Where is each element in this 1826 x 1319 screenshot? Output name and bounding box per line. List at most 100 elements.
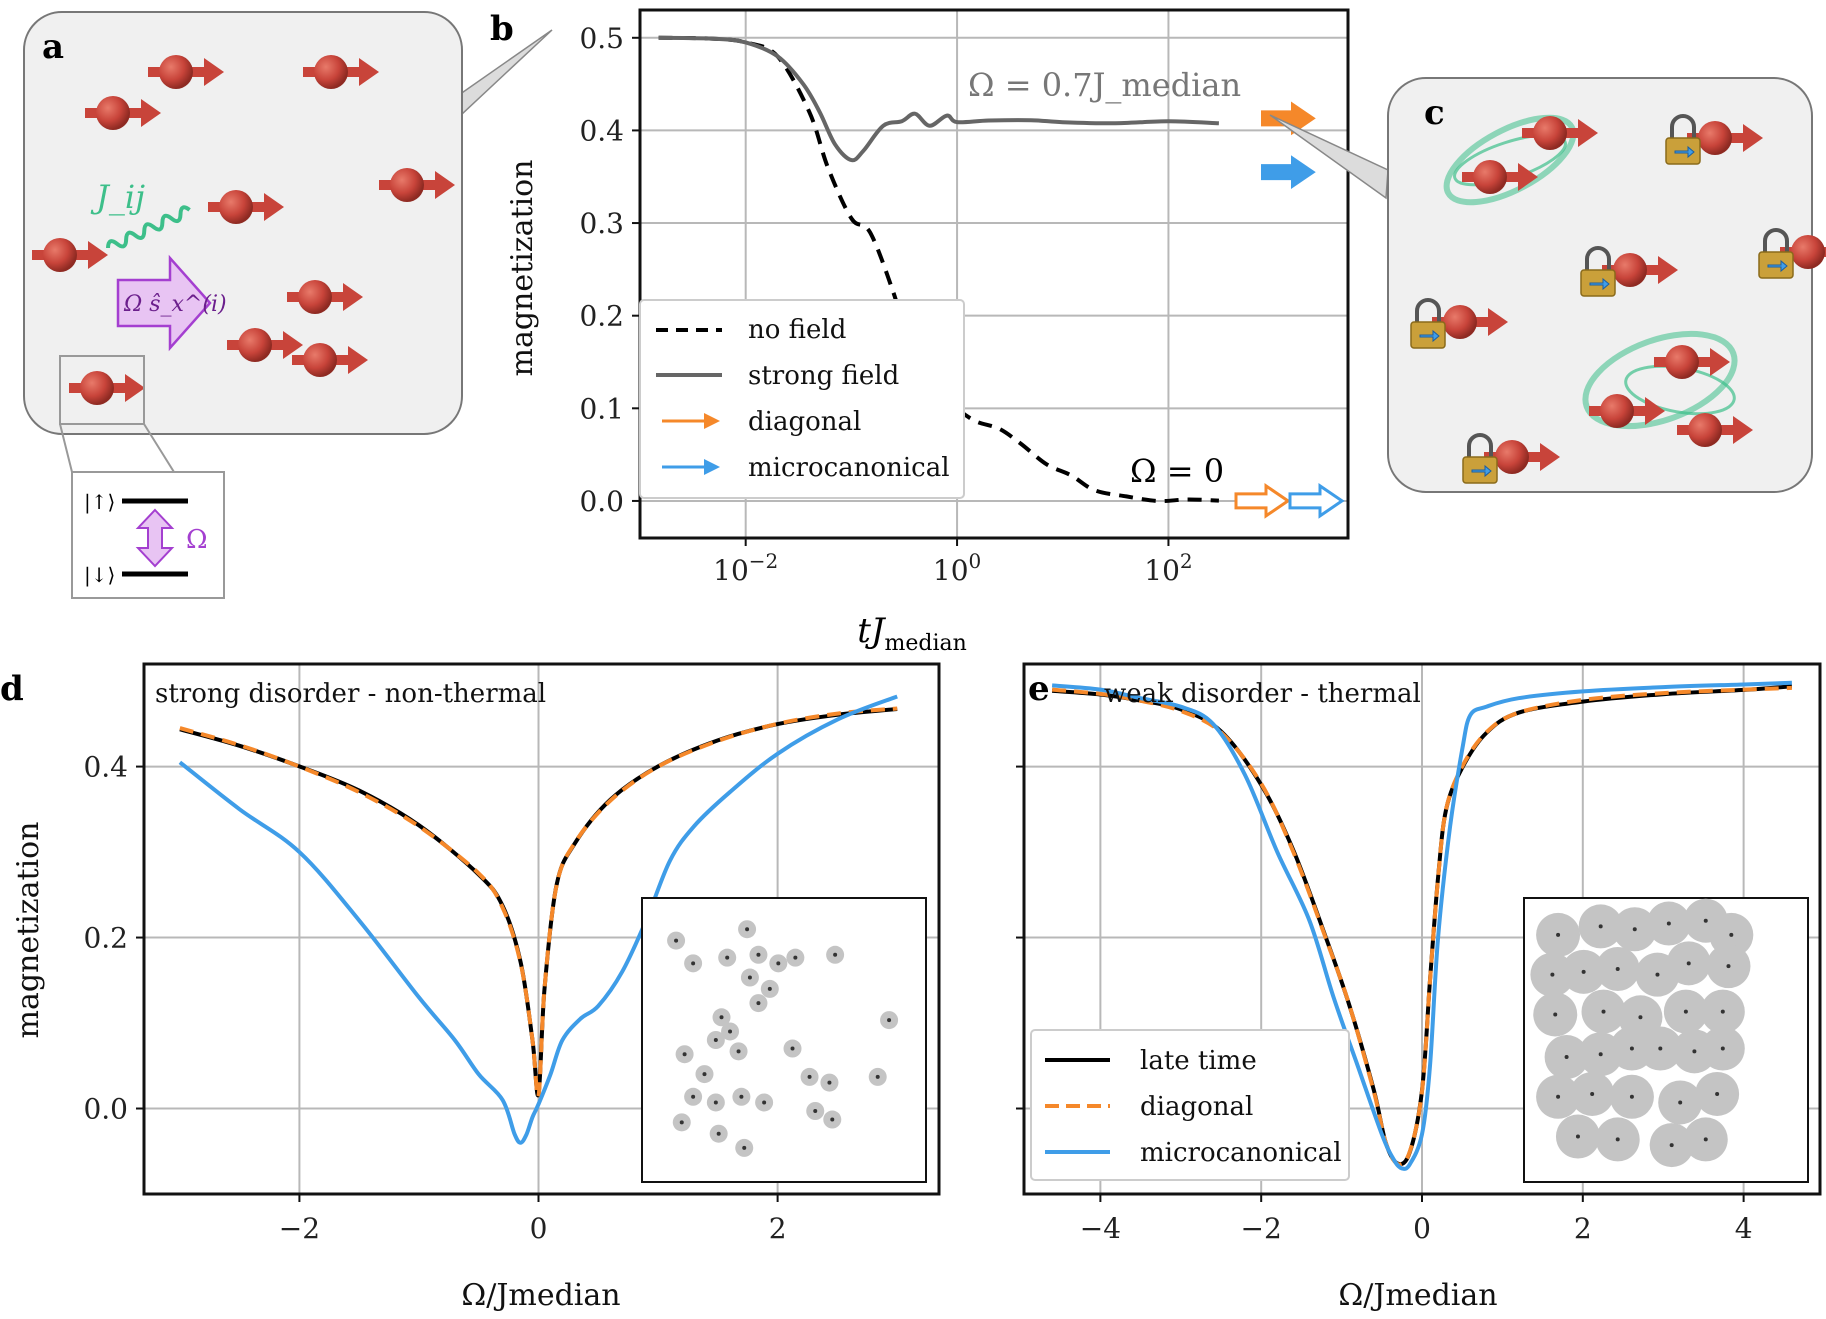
inset-site-center (1686, 961, 1691, 966)
inset-site-center (830, 1117, 835, 1122)
double-arrow-icon (135, 508, 175, 568)
x-axis-label: tJmedian (857, 611, 967, 656)
inset-site-center (691, 1094, 696, 1099)
legend-diagonal: diagonal (1140, 1092, 1253, 1122)
zoom-wedge (1269, 114, 1389, 200)
equilibrium-arrows (1234, 101, 1345, 519)
y-tick-label: 0.2 (83, 922, 128, 955)
plot-frame (142, 662, 941, 1196)
inset-site-center (756, 1001, 761, 1006)
arrow-diagonal-zero (1234, 483, 1291, 519)
legend-swatch-microcanonical (662, 459, 720, 475)
arrow-microcanonical-strong (1261, 155, 1316, 189)
inset-site-center (1601, 1009, 1606, 1014)
cluster (1582, 330, 1753, 447)
inset-site-center (716, 1131, 721, 1136)
cluster (1443, 114, 1598, 206)
inset-site-center (1556, 932, 1561, 937)
axis-ticks: −4 −2 0 2 4 (1016, 765, 1753, 1245)
inset-site-center (790, 1046, 795, 1051)
inset-site-center (827, 1080, 832, 1085)
legend-late-time: late time (1140, 1046, 1257, 1076)
inset-site-center (1666, 921, 1671, 926)
x-tick-label: 2 (1574, 1212, 1592, 1245)
inset-site-center (1598, 924, 1603, 929)
inset-site-center (1703, 918, 1708, 923)
legend-microcanonical: microcanonical (748, 453, 950, 483)
level-diagram (71, 471, 225, 599)
inset-site-center (682, 1052, 687, 1057)
level-up-label: |↑⟩ (84, 490, 115, 515)
inset-site-center (793, 955, 798, 960)
y-axis-label: magnetization (505, 160, 540, 377)
x-tick-label: 2 (769, 1212, 787, 1245)
legend-strong-field: strong field (748, 361, 899, 391)
inset-site-center (1615, 967, 1620, 971)
inset-site-center (1556, 1094, 1561, 1099)
inset-site-center (1564, 1055, 1569, 1060)
panel-title: strong disorder - non-thermal (155, 679, 546, 709)
y-tick-label: 0.3 (579, 207, 624, 240)
inset-site-center (1720, 1046, 1725, 1051)
inset-site-center (725, 955, 730, 960)
annot-strong-field: Ω = 0.7J_median (968, 66, 1241, 104)
x-tick-label: −4 (1080, 1212, 1121, 1245)
axis-ticks: −2 0 2 0.0 0.2 0.4 (83, 751, 786, 1245)
annot-zero-field: Ω = 0 (1130, 452, 1224, 490)
inset-site-center (742, 1145, 747, 1150)
y-tick-label: 0.1 (579, 392, 624, 425)
panel-e: e −4 −2 0 2 4 weak disorder - thermal Ω/Jmed… (1016, 662, 1822, 1313)
legend: no field strong field diagonal microcano… (639, 299, 965, 499)
wavy-coupling-icon (106, 205, 191, 249)
plot-lines (1051, 680, 1793, 1171)
x-tick-label: 102 (1144, 549, 1192, 587)
inset-site-center (1632, 927, 1637, 932)
inset-site-center (1590, 1091, 1595, 1096)
x-tick-label: 0 (1413, 1212, 1431, 1245)
legend-swatch-diagonal (662, 413, 720, 429)
arrow-diagonal-strong (1261, 101, 1316, 136)
series-line-microcanonical (178, 694, 898, 1145)
inset-site-center (679, 1120, 684, 1125)
inset-site-center (713, 1100, 718, 1105)
panel-b: b 10−2 100 102 0.0 0.1 0.2 0.3 0.4 0.5 magnetiza… (490, 8, 1350, 656)
panel-d: d −2 0 2 0.0 0.2 0.4 strong disorder - non-th… (0, 662, 941, 1313)
inset-site-center (1729, 932, 1734, 937)
legend: late time diagonal microcanonical (1030, 1029, 1350, 1181)
inset-site-center (702, 1072, 707, 1077)
y-tick-label: 0.5 (579, 22, 624, 55)
coupling-label: J_ij (90, 178, 145, 216)
inset-site-center (1703, 1137, 1708, 1142)
x-axis-label: Ω/Jmedian (461, 1278, 620, 1313)
plot-frame (638, 8, 1350, 540)
field-label: Ω ŝ_x^(i) (123, 292, 227, 317)
inset-site-center (1615, 1137, 1620, 1142)
inset-site-center (1715, 1091, 1720, 1096)
x-tick-label: −2 (279, 1212, 320, 1245)
inset-site-center (728, 1029, 733, 1034)
panel-letter-c: c (1424, 93, 1445, 133)
inset-site-center (1669, 1143, 1674, 1148)
panel-letter-b: b (490, 9, 514, 49)
series-line-strong-field (658, 35, 1219, 163)
inset-site-center (776, 961, 781, 966)
inset-site-center (1678, 1100, 1683, 1105)
legend-diagonal: diagonal (748, 407, 861, 437)
panel-c: c (1269, 77, 1826, 493)
plot-lines (178, 694, 898, 1145)
y-tick-label: 0.2 (579, 300, 624, 333)
inset-site-center (807, 1074, 812, 1079)
inset-site-center (1550, 972, 1555, 977)
x-axis-label: Ω/Jmedian (1338, 1278, 1497, 1313)
inset-site-center (813, 1109, 818, 1113)
y-tick-label: 0.0 (83, 1093, 128, 1126)
field-arrow-icon (116, 254, 212, 352)
inset-site-center (747, 975, 752, 980)
inset-site-center (1581, 969, 1586, 974)
inset-site-center (1638, 1015, 1643, 1020)
zoom-box (59, 355, 145, 425)
inset-site-center (1692, 1049, 1697, 1054)
inset-site-center (887, 1018, 892, 1023)
inset-site-center (762, 1100, 767, 1105)
